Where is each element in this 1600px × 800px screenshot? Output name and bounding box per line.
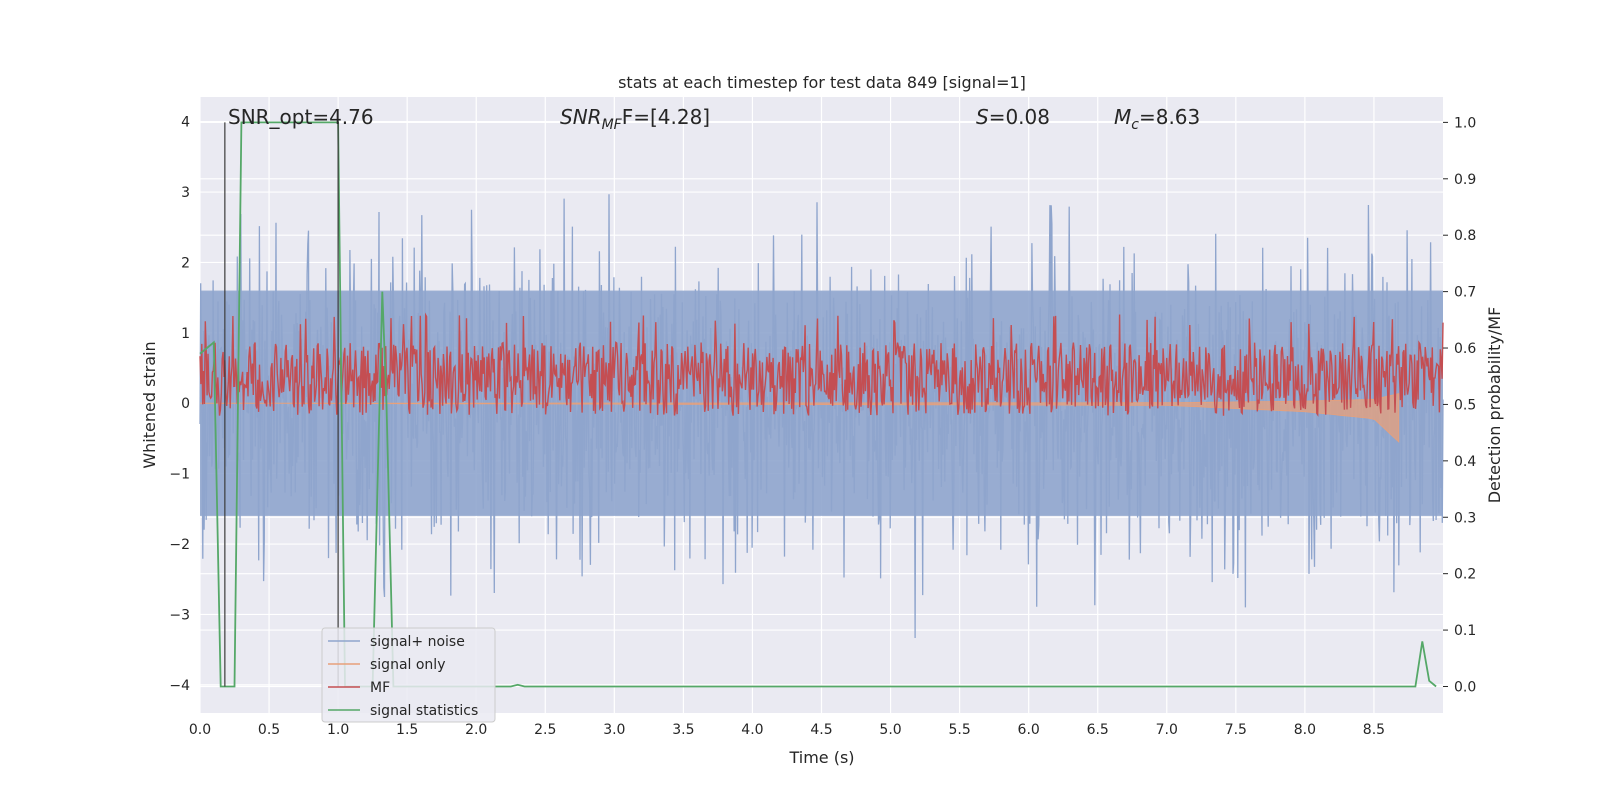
annotation-mc: Mc=8.63 <box>1114 105 1200 133</box>
x-tick-label: 7.5 <box>1225 722 1247 738</box>
data-layer <box>199 121 1444 688</box>
x-tick-label: 6.5 <box>1087 722 1109 738</box>
y-tick-label: −3 <box>169 607 190 623</box>
y-tick-label: 4 <box>181 115 190 131</box>
x-tick-label: 8.0 <box>1294 722 1316 738</box>
x-tick-label: 1.5 <box>396 722 418 738</box>
mc-value: =8.63 <box>1139 105 1200 129</box>
mc-subscript: c <box>1131 117 1139 133</box>
signal-statistics-line <box>199 121 1437 688</box>
y-right-tick-label: 0.8 <box>1454 228 1476 244</box>
x-tick-label: 1.0 <box>327 722 349 738</box>
legend-label-mf: MF <box>370 680 390 696</box>
legend-box <box>321 627 496 723</box>
s-value: =0.08 <box>989 105 1050 129</box>
snr-mf-value: F=[4.28] <box>622 105 710 129</box>
x-tick-label: 5.5 <box>948 722 970 738</box>
y-axis-label: Whitened strain <box>140 341 159 468</box>
annotation-snr-opt: SNR_opt=4.76 <box>228 105 374 129</box>
y-right-tick-label: 0.0 <box>1454 679 1476 695</box>
x-tick-label: 8.5 <box>1363 722 1385 738</box>
mf-line <box>199 312 1444 417</box>
x-tick-label: 0.0 <box>189 722 211 738</box>
legend: signal+ noise signal only MF signal stat… <box>321 627 496 723</box>
annotation-snr-mf: SNRMFF=[4.28] <box>560 105 710 133</box>
y-right-tick-label: 0.4 <box>1454 454 1476 470</box>
y-tick-label: 3 <box>181 185 190 201</box>
x-axis-label: Time (s) <box>788 748 854 767</box>
x-tick-label: 2.0 <box>465 722 487 738</box>
y-right-tick-label: 1.0 <box>1454 115 1476 131</box>
y-tick-label: −4 <box>169 678 190 694</box>
x-tick-label: 5.0 <box>879 722 901 738</box>
y-right-tick-label: 0.7 <box>1454 285 1476 301</box>
legend-label-signal-only: signal only <box>370 657 445 673</box>
chart-title: stats at each timestep for test data 849… <box>618 73 1026 92</box>
mc-symbol: M <box>1114 105 1131 129</box>
x-tick-label: 3.0 <box>603 722 625 738</box>
y-right-tick-label: 0.9 <box>1454 172 1476 188</box>
y-axis-label-right: Detection probability/MF <box>1485 307 1504 504</box>
x-tick-label: 2.5 <box>534 722 556 738</box>
signal-noise-line <box>199 194 1444 639</box>
x-tick-label: 7.0 <box>1156 722 1178 738</box>
legend-label-signal-noise: signal+ noise <box>370 634 465 650</box>
x-tick-label: 3.5 <box>672 722 694 738</box>
s-symbol: S <box>976 105 989 129</box>
x-tick-label: 0.5 <box>258 722 280 738</box>
snr-mf-symbol: SNR <box>560 105 602 129</box>
y-tick-label: 0 <box>181 396 190 412</box>
tick-labels: 0.0 0.5 1.0 1.5 2.0 2.5 3.0 3.5 4.0 4.5 5.0 5.5 6.0 6… <box>169 115 1476 738</box>
y-tick-label: −2 <box>169 537 190 553</box>
y-right-tick-label: 0.5 <box>1454 397 1476 413</box>
y-right-tick-label: 0.3 <box>1454 510 1476 526</box>
x-tick-label: 4.0 <box>741 722 763 738</box>
legend-label-signal-statistics: signal statistics <box>370 703 478 719</box>
y-right-tick-label: 0.6 <box>1454 341 1476 357</box>
x-tick-label: 4.5 <box>810 722 832 738</box>
y-tick-label: −1 <box>169 467 190 483</box>
annotation-s: S=0.08 <box>976 105 1050 129</box>
y-right-tick-label: 0.1 <box>1454 623 1476 639</box>
y-right-tick-label: 0.2 <box>1454 567 1476 583</box>
y-tick-label: 1 <box>181 326 190 342</box>
x-tick-label: 6.0 <box>1018 722 1040 738</box>
snr-mf-subscript: MF <box>602 117 623 133</box>
y-tick-label: 2 <box>181 255 190 271</box>
